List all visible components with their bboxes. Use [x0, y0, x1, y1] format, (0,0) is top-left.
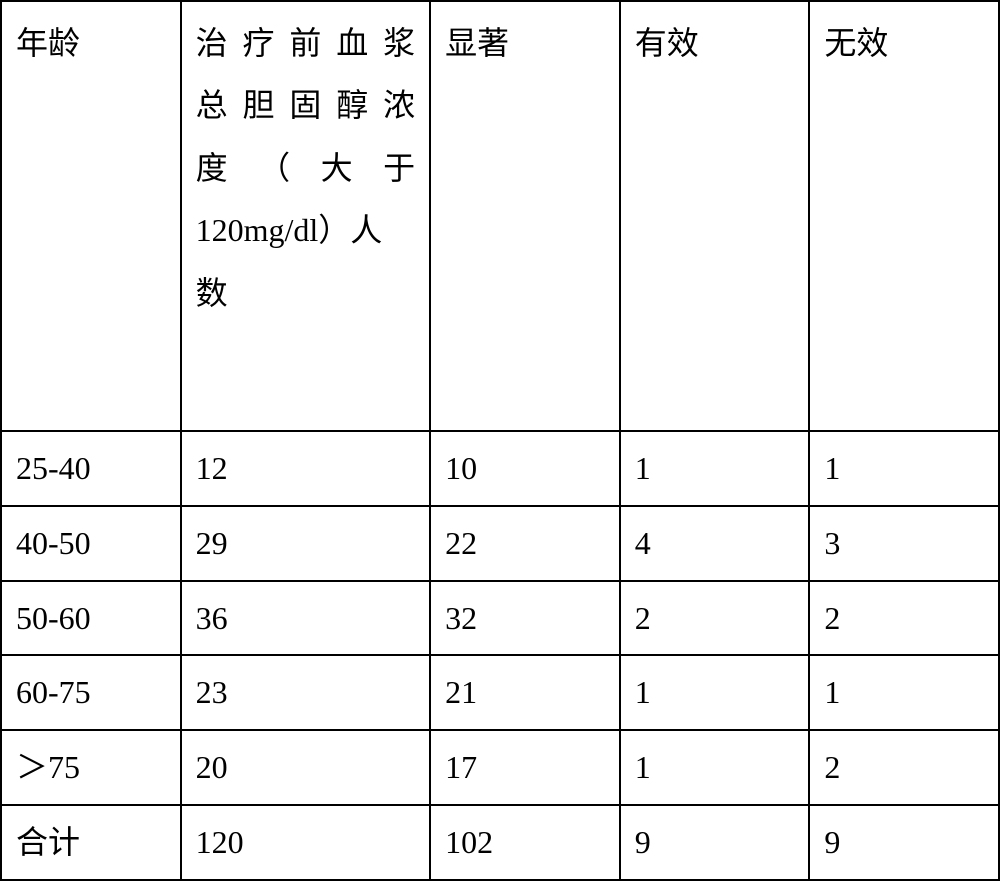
cell-significant: 22 [430, 506, 620, 581]
header-count-line4: 120mg/dl）人 [196, 199, 416, 261]
cell-effective: 2 [620, 581, 810, 656]
cell-significant: 32 [430, 581, 620, 656]
col-header-significant: 显著 [430, 1, 620, 431]
cell-invalid: 9 [809, 805, 999, 880]
cell-significant: 10 [430, 431, 620, 506]
cell-invalid: 1 [809, 655, 999, 730]
col-header-age: 年龄 [1, 1, 181, 431]
cell-count: 29 [181, 506, 431, 581]
header-count-line3: 度（大于 [196, 137, 416, 199]
cell-age: 60-75 [1, 655, 181, 730]
cell-count: 12 [181, 431, 431, 506]
cell-age: 25-40 [1, 431, 181, 506]
header-count-line1: 治疗前血浆 [196, 12, 416, 74]
data-table-container: 年龄 治疗前血浆 总胆固醇浓 度（大于 120mg/dl）人 数 显著 有效 无… [0, 0, 1000, 859]
table-row: 40-50 29 22 4 3 [1, 506, 999, 581]
cell-age: 合计 [1, 805, 181, 880]
cell-significant: 17 [430, 730, 620, 805]
cell-effective: 1 [620, 655, 810, 730]
cell-age: 40-50 [1, 506, 181, 581]
cell-effective: 4 [620, 506, 810, 581]
cell-invalid: 3 [809, 506, 999, 581]
header-count-line5: 数 [196, 262, 416, 324]
cell-invalid: 2 [809, 730, 999, 805]
table-row: 25-40 12 10 1 1 [1, 431, 999, 506]
table-row-total: 合计 120 102 9 9 [1, 805, 999, 880]
table-header-row: 年龄 治疗前血浆 总胆固醇浓 度（大于 120mg/dl）人 数 显著 有效 无… [1, 1, 999, 431]
cell-age: ＞75 [1, 730, 181, 805]
table-row: ＞75 20 17 1 2 [1, 730, 999, 805]
table-row: 60-75 23 21 1 1 [1, 655, 999, 730]
col-header-invalid: 无效 [809, 1, 999, 431]
cell-invalid: 2 [809, 581, 999, 656]
cell-count: 36 [181, 581, 431, 656]
cell-significant: 102 [430, 805, 620, 880]
cholesterol-study-table: 年龄 治疗前血浆 总胆固醇浓 度（大于 120mg/dl）人 数 显著 有效 无… [0, 0, 1000, 881]
col-header-effective: 有效 [620, 1, 810, 431]
cell-count: 23 [181, 655, 431, 730]
cell-count: 20 [181, 730, 431, 805]
cell-effective: 1 [620, 730, 810, 805]
table-row: 50-60 36 32 2 2 [1, 581, 999, 656]
cell-invalid: 1 [809, 431, 999, 506]
cell-effective: 9 [620, 805, 810, 880]
header-count-line2: 总胆固醇浓 [196, 74, 416, 136]
cell-count: 120 [181, 805, 431, 880]
cell-effective: 1 [620, 431, 810, 506]
col-header-count: 治疗前血浆 总胆固醇浓 度（大于 120mg/dl）人 数 [181, 1, 431, 431]
cell-significant: 21 [430, 655, 620, 730]
cell-age: 50-60 [1, 581, 181, 656]
